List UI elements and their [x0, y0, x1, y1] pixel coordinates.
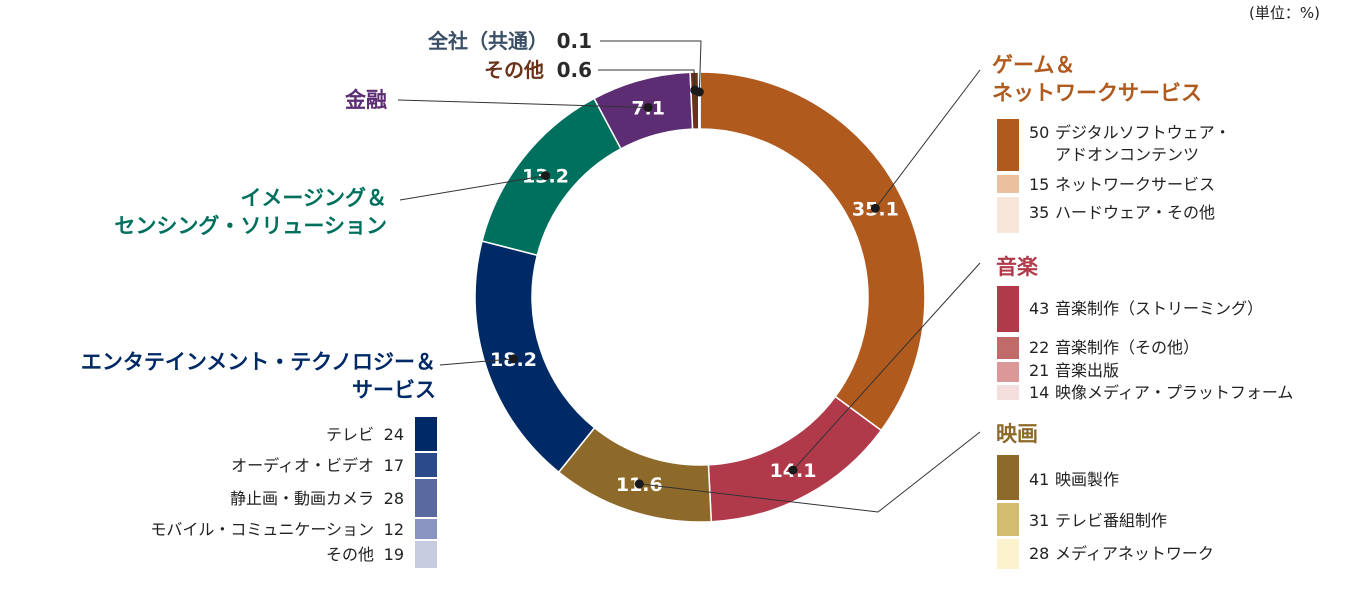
leader-music-dot — [788, 465, 798, 475]
leader-corporate — [600, 40, 702, 93]
legend-value-ent-4: 19 — [384, 545, 404, 564]
leader-movie-dot — [634, 479, 644, 489]
legend-value-movie-1: 31 — [1029, 511, 1049, 530]
legend-swatch-movie-1 — [997, 503, 1019, 536]
unit-label: (単位：%) — [1249, 4, 1320, 22]
legend-value-music-1: 22 — [1029, 338, 1049, 357]
legend-swatch-music-3 — [997, 385, 1019, 400]
leader-game — [874, 69, 981, 209]
legend-value-movie-0: 41 — [1029, 470, 1049, 489]
leader-corporate-dot — [694, 87, 704, 97]
legend-swatch-ent-4 — [415, 541, 437, 568]
legend-value-music-0: 43 — [1029, 299, 1049, 318]
legend-swatch-music-0 — [997, 286, 1019, 332]
legend-label-ent-4: その他 — [326, 545, 374, 564]
legend-label-ent-2: 静止画・動画カメラ — [230, 489, 374, 508]
legend-label-movie-2-0: メディアネットワーク — [1055, 544, 1214, 563]
legend-swatch-movie-0 — [997, 455, 1019, 500]
title-imaging-line1: イメージング＆ — [240, 186, 387, 210]
legend-value-ent-1: 17 — [384, 456, 404, 475]
legend-label-movie-0-0: 映画製作 — [1055, 470, 1119, 489]
title-music: 音楽 — [996, 255, 1039, 279]
legend-value-movie-2: 28 — [1029, 544, 1049, 563]
legend-value-music-3: 14 — [1029, 383, 1049, 402]
title-corporate: 全社（共通） — [427, 29, 548, 53]
legend-value-ent-2: 28 — [384, 489, 404, 508]
value-other: 0.6 — [557, 58, 592, 82]
legend-label-music-1-0: 音楽制作（その他） — [1055, 338, 1199, 357]
legend-label-game-0-0: デジタルソフトウェア・ — [1055, 123, 1231, 142]
title-other: その他 — [484, 58, 544, 82]
legend-label-ent-0: テレビ — [326, 425, 374, 444]
legend-swatch-game-1 — [997, 175, 1019, 193]
legend-label-game-0-1: アドオンコンテンツ — [1055, 145, 1199, 164]
leader-other — [598, 69, 696, 91]
legend-label-ent-3: モバイル・コミュニケーション — [150, 520, 374, 539]
leader-movie — [639, 431, 981, 513]
legend-label-music-2-0: 音楽出版 — [1055, 361, 1119, 380]
legend-swatch-game-0 — [997, 119, 1019, 171]
title-imaging-line2: センシング・ソリューション — [114, 214, 387, 238]
legend-label-game-1-0: ネットワークサービス — [1055, 175, 1215, 194]
title-finance: 金融 — [344, 88, 387, 112]
legend-swatch-game-2 — [997, 197, 1019, 233]
legend-swatch-music-2 — [997, 362, 1019, 382]
leader-music — [792, 262, 981, 471]
title-game-line2: ネットワークサービス — [992, 81, 1202, 105]
legend-label-movie-1-0: テレビ番組制作 — [1055, 511, 1167, 530]
legend-swatch-ent-2 — [415, 479, 437, 517]
title-movie: 映画 — [996, 422, 1038, 446]
legend-swatch-ent-1 — [415, 453, 437, 477]
legend-value-ent-0: 24 — [384, 425, 404, 444]
legend-value-game-1: 15 — [1029, 175, 1049, 194]
legend-swatch-music-1 — [997, 337, 1019, 359]
legend-label-music-3-0: 映像メディア・プラットフォーム — [1055, 383, 1293, 402]
legend-swatch-ent-3 — [415, 519, 437, 539]
title-ent-line2: サービス — [352, 378, 436, 402]
leader-imaging-dot — [540, 171, 550, 181]
legend-value-music-2: 21 — [1029, 361, 1049, 380]
title-game-line1: ゲーム＆ — [992, 53, 1075, 77]
leader-game-dot — [870, 203, 880, 213]
legend-label-game-2-0: ハードウェア・その他 — [1055, 203, 1215, 222]
legend-swatch-movie-2 — [997, 539, 1019, 569]
legend-swatch-ent-0 — [415, 417, 437, 451]
leader-finance — [397, 99, 649, 108]
leader-finance-dot — [643, 102, 653, 112]
legend-value-game-0: 50 — [1029, 123, 1049, 142]
title-ent-line1: エンタテインメント・テクノロジー＆ — [81, 350, 436, 374]
legend-label-ent-1: オーディオ・ビデオ — [231, 456, 374, 475]
leader-ent-dot — [509, 354, 519, 364]
legend-value-game-2: 35 — [1029, 203, 1049, 222]
legend-label-music-0-0: 音楽制作（ストリーミング） — [1055, 299, 1263, 318]
legend-value-ent-3: 12 — [384, 520, 404, 539]
leader-imaging — [399, 175, 546, 201]
donut-slice-0 — [699, 71, 926, 432]
leader-ent — [439, 358, 514, 366]
value-corporate: 0.1 — [557, 29, 592, 53]
